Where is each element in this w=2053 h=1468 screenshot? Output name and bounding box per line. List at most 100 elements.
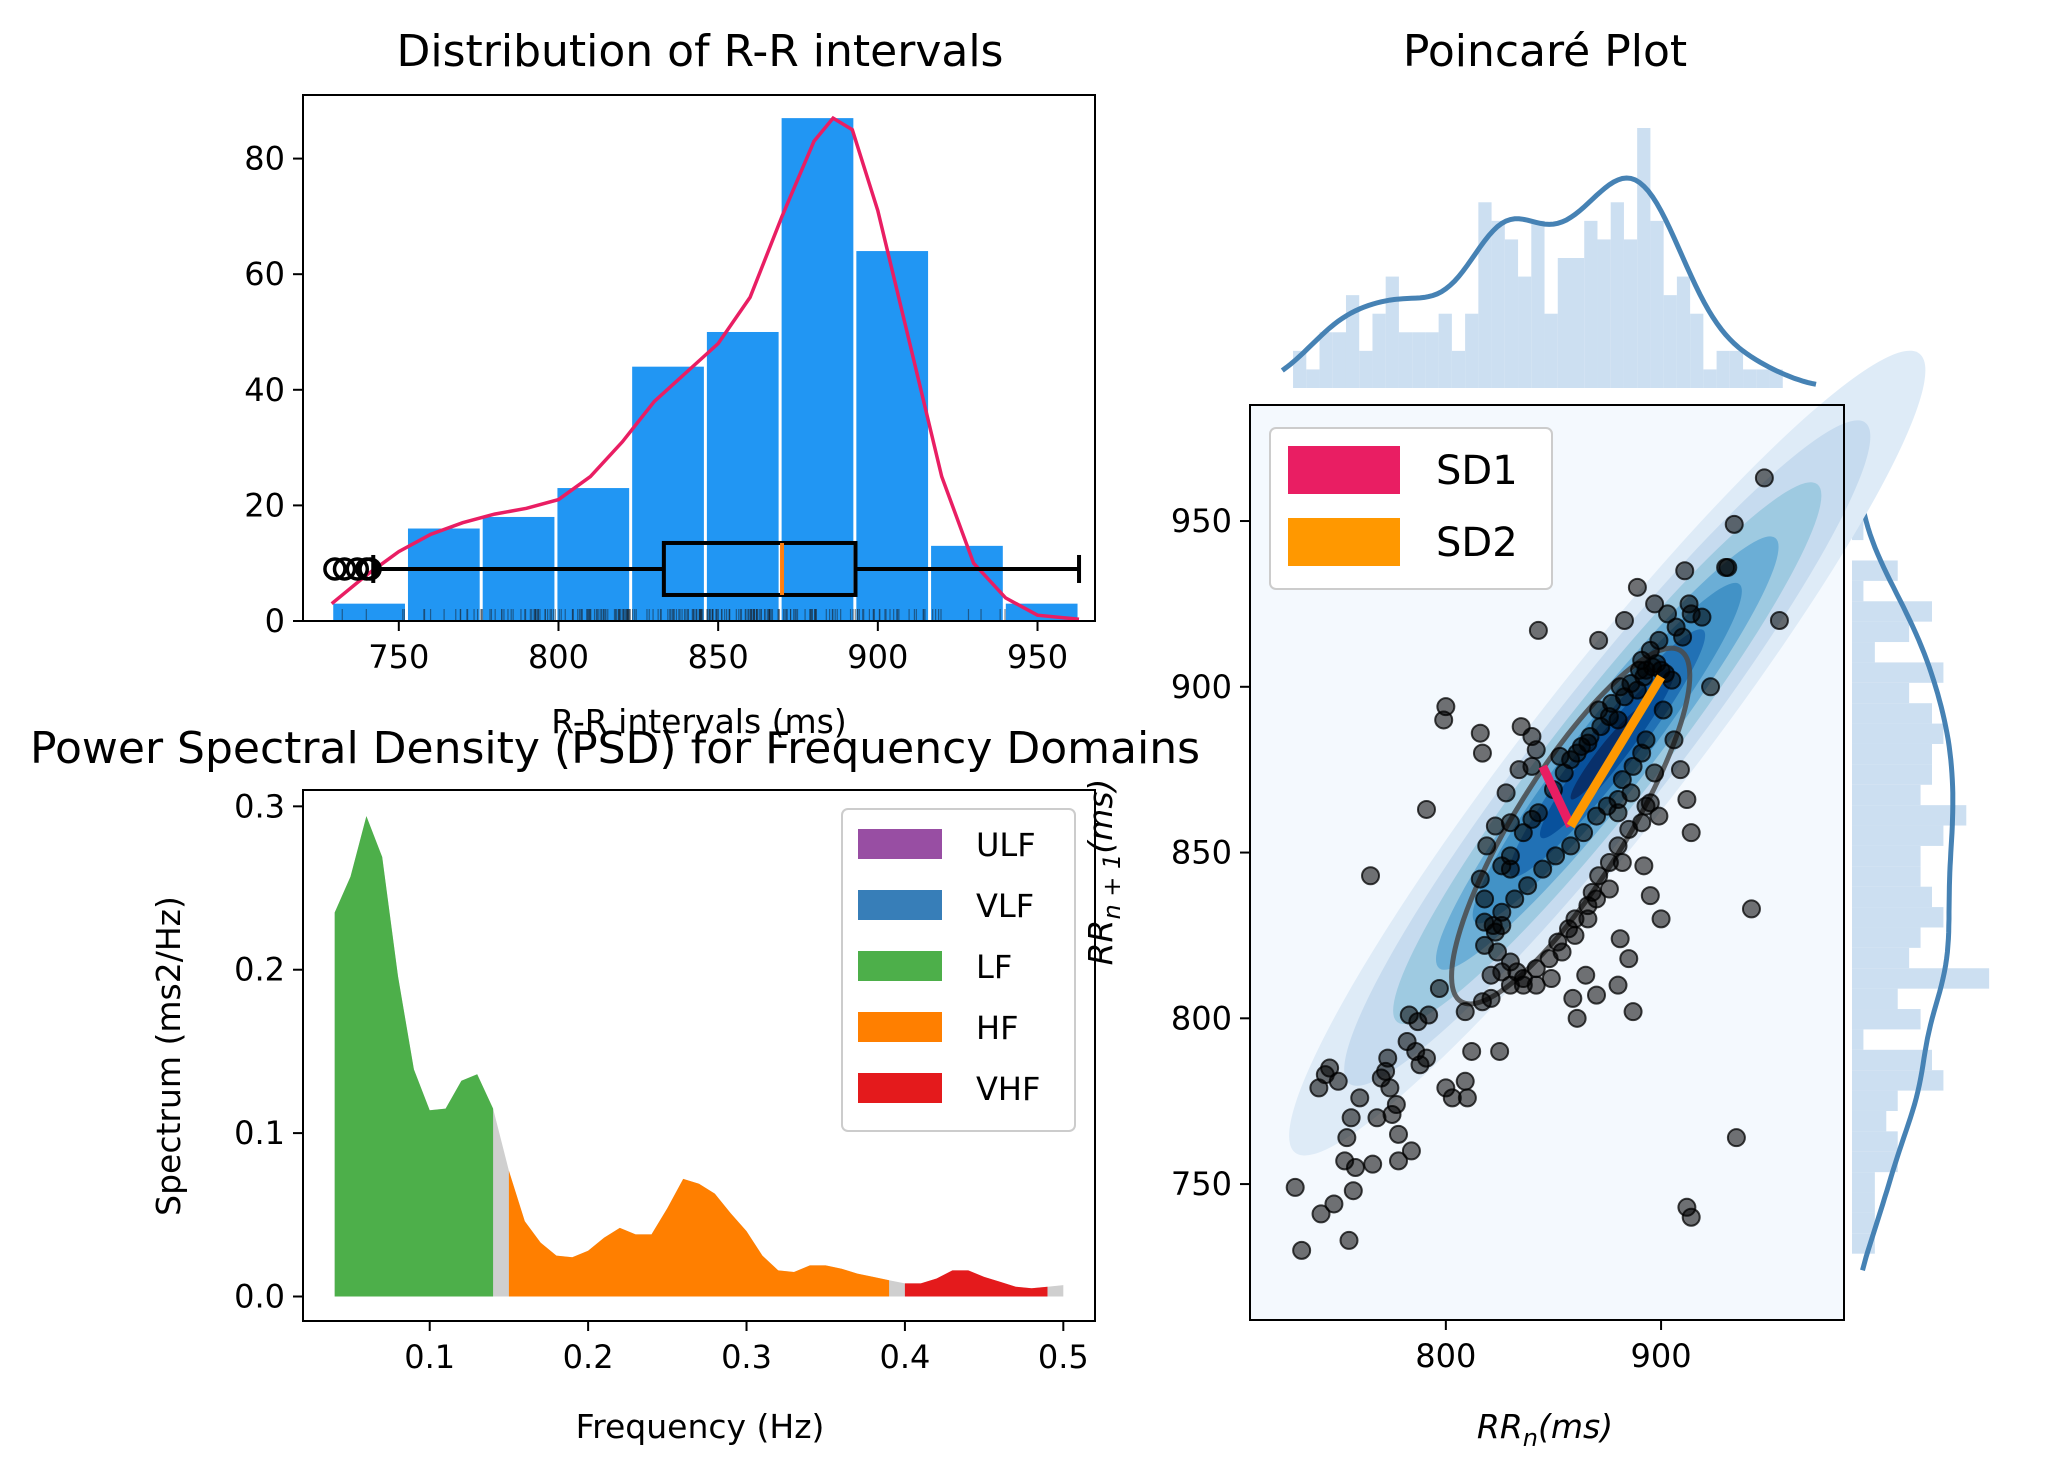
psd-y-tick-label-3: 0.3 <box>234 787 285 825</box>
psd-legend-swatch-ulf <box>858 829 942 859</box>
poincare-y-label-rest: (ms) <box>1081 779 1120 854</box>
poincare-point <box>1455 1002 1475 1022</box>
poincare-point <box>1621 673 1641 693</box>
poincare-point <box>1429 978 1449 998</box>
poincare-point <box>1343 1181 1363 1201</box>
poincare-top-hist-bar <box>1531 220 1545 388</box>
poincare-right-hist-bar <box>1852 1110 1887 1132</box>
poincare-point <box>1741 899 1761 919</box>
poincare-point <box>1526 740 1546 760</box>
poincare-right-hist-bar <box>1852 1212 1875 1234</box>
poincare-point <box>1602 693 1622 713</box>
poincare-point <box>1378 1048 1398 1068</box>
poincare-point <box>1389 1124 1408 1144</box>
poincare-point <box>1546 846 1566 866</box>
rr-hist-bar-7 <box>856 251 929 622</box>
poincare-x-tick-label-1: 900 <box>1631 1337 1692 1375</box>
poincare-point <box>1610 929 1630 949</box>
poincare-right-hist-bar <box>1852 1090 1898 1111</box>
poincare-y-tick-label-0: 750 <box>1171 1165 1232 1203</box>
psd-legend: ULF VLF LF HF VHF <box>841 808 1076 1132</box>
poincare-top-hist-bar <box>1518 276 1532 388</box>
poincare-point <box>1500 859 1520 879</box>
poincare-top-hist-bar <box>1557 258 1571 388</box>
poincare-point <box>1496 783 1516 803</box>
poincare-point <box>1513 823 1533 843</box>
poincare-top-hist-bar <box>1306 369 1320 388</box>
poincare-x-label-rest: (ms) <box>1538 1407 1613 1446</box>
poincare-y-tick-label-3: 900 <box>1171 668 1232 706</box>
psd-y-axis-label: Spectrum (ms2/Hz) <box>149 896 188 1216</box>
poincare-point <box>1608 975 1628 995</box>
poincare-right-hist-bar <box>1852 601 1932 622</box>
psd-frame <box>302 789 1096 1322</box>
poincare-y-tick-label-1: 800 <box>1171 999 1232 1037</box>
poincare-legend-label-sd2: SD2 <box>1436 520 1518 566</box>
rr-distribution-panel: Distribution of R-R intervals 750 800 850 9… <box>244 26 1096 741</box>
poincare-point <box>1389 1151 1408 1171</box>
poincare-point <box>1416 799 1436 819</box>
poincare-title: Poincaré Plot <box>1403 26 1687 77</box>
poincare-right-hist-bar <box>1852 519 1864 541</box>
poincare-point <box>1681 823 1701 843</box>
poincare-top-hist-bar <box>1332 332 1346 388</box>
poincare-point <box>1608 710 1628 730</box>
poincare-right-hist-bar <box>1852 703 1932 724</box>
poincare-point <box>1337 1128 1357 1148</box>
poincare-x-label-sub: n <box>1523 1424 1538 1452</box>
poincare-top-hist-bar <box>1412 332 1426 388</box>
psd-legend-label-lf: LF <box>976 948 1012 986</box>
poincare-top-hist-bar <box>1465 313 1479 388</box>
psd-panel: 0.1 0.2 0.3 0.4 0.5 0.0 0.1 0.2 0.3 Frequency (… <box>30 723 1200 1446</box>
poincare-y-label-sub: n + 1 <box>1098 854 1126 920</box>
psd-legend-swatch-vhf <box>858 1073 942 1103</box>
poincare-top-hist-bar <box>1544 313 1558 388</box>
poincare-top-hist-bar <box>1756 369 1770 388</box>
poincare-point <box>1552 942 1572 962</box>
poincare-point <box>1380 1078 1400 1098</box>
psd-area-lf <box>334 816 494 1297</box>
poincare-point <box>1399 1005 1419 1025</box>
rr-hist-bar-5 <box>706 331 779 621</box>
poincare-point <box>1436 697 1456 717</box>
poincare-top-hist-bar <box>1491 220 1505 388</box>
poincare-top-hist-bar <box>1584 220 1598 388</box>
poincare-legend: SD1 SD2 <box>1269 427 1553 590</box>
sd2-line <box>1566 674 1665 829</box>
poincare-right-hist-bar <box>1852 845 1921 867</box>
poincare-point <box>1645 594 1665 614</box>
rr-hist-bar-1 <box>407 528 480 621</box>
poincare-point <box>1627 577 1647 597</box>
poincare-top-hist-bar <box>1478 202 1492 388</box>
poincare-y-axis: 750 800 850 900 950 <box>1171 502 1250 1203</box>
poincare-point <box>1518 876 1538 896</box>
poincare-right-hist-bar <box>1852 1070 1944 1091</box>
psd-legend-label-vlf: VLF <box>976 887 1034 925</box>
poincare-point <box>1675 561 1695 581</box>
poincare-point <box>1563 988 1583 1008</box>
poincare-point <box>1619 949 1639 969</box>
rr-box-flier-0 <box>323 557 347 581</box>
poincare-point <box>1608 836 1628 856</box>
poincare-top-hist-bar <box>1676 276 1691 388</box>
rr-y-axis: 0 20 40 60 80 <box>244 140 303 640</box>
poincare-right-hist-bar <box>1852 1151 1898 1173</box>
poincare-point <box>1574 823 1594 843</box>
poincare-point <box>1561 836 1581 856</box>
poincare-legend-label-sd1: SD1 <box>1436 448 1518 494</box>
psd-x-tick-label-0: 0.1 <box>404 1338 455 1376</box>
poincare-legend-swatch-sd1 <box>1288 446 1400 494</box>
poincare-point <box>1339 1230 1359 1250</box>
poincare-point <box>1561 750 1581 770</box>
poincare-point <box>1292 1240 1312 1260</box>
poincare-point <box>1599 879 1619 899</box>
poincare-right-hist-bar <box>1852 1131 1898 1152</box>
rr-y-tick-label-0: 0 <box>265 602 285 640</box>
poincare-top-hist-bar <box>1451 350 1466 388</box>
poincare-point <box>1578 909 1598 929</box>
poincare-right-marginal <box>1852 447 1990 1271</box>
rr-distribution-plot-area <box>323 115 1082 622</box>
rr-x-tick-label-0: 750 <box>368 638 429 676</box>
psd-y-tick-label-0: 0.0 <box>234 1277 285 1315</box>
